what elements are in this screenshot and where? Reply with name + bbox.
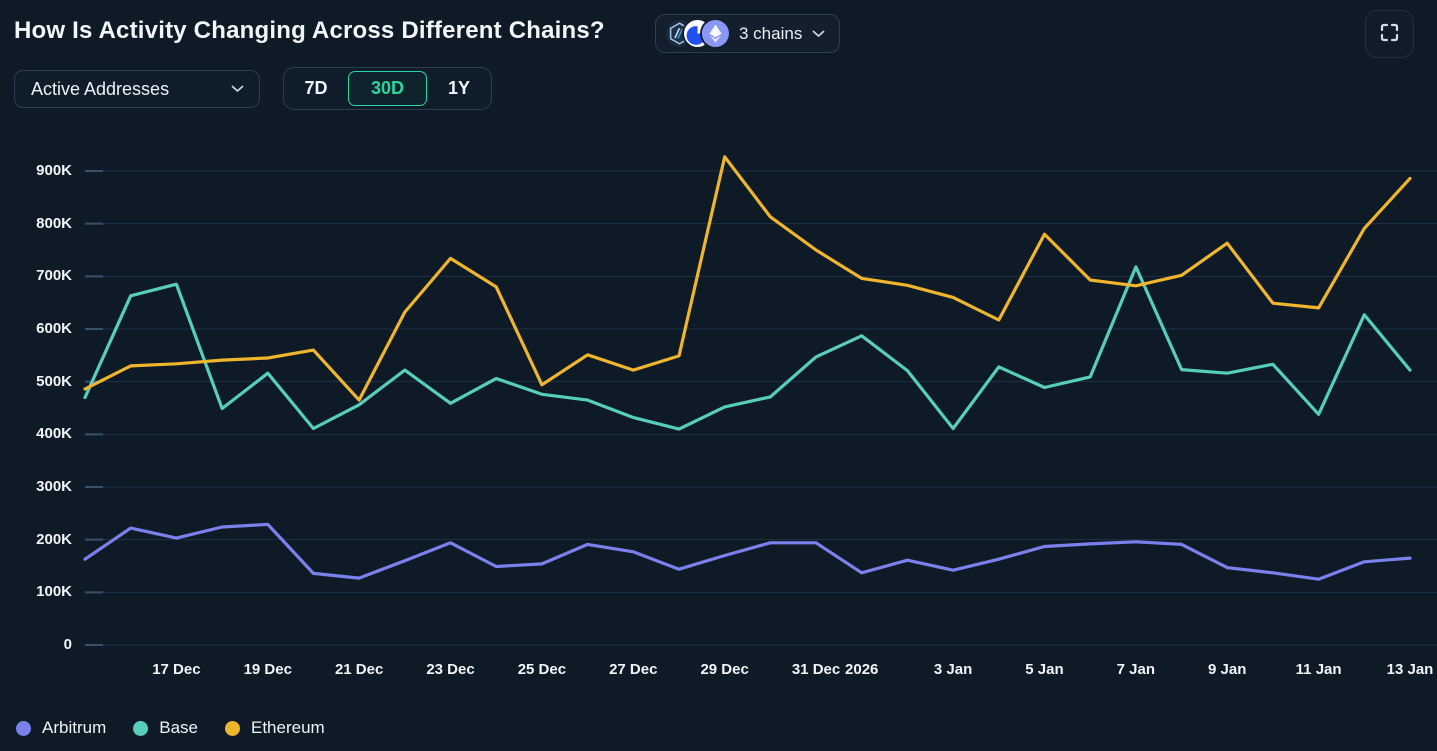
x-axis-label: 19 Dec <box>243 661 292 678</box>
y-axis-label: 300K <box>36 478 72 495</box>
range-button-30d[interactable]: 30D <box>348 71 427 106</box>
y-axis-label: 200K <box>36 530 72 548</box>
y-axis-label: 100K <box>36 583 72 601</box>
metric-dropdown-value: Active Addresses <box>31 78 170 99</box>
x-axis-label: 11 Jan <box>1295 661 1342 678</box>
fullscreen-icon <box>1380 23 1399 45</box>
ethereum-legend-dot <box>224 720 240 736</box>
x-axis-label: 27 Dec <box>609 661 658 678</box>
range-button-1y[interactable]: 1Y <box>427 68 491 109</box>
x-axis-label: 3 Jan <box>933 661 973 678</box>
y-axis-label: 900K <box>36 162 72 179</box>
x-axis-label: 17 Dec <box>152 661 201 678</box>
chevron-down-icon <box>231 85 244 93</box>
x-axis-label: 25 Dec <box>517 661 567 678</box>
arbitrum-legend-dot <box>16 720 31 736</box>
chains-count-label: 3 chains <box>739 23 803 43</box>
x-axis-label: 29 Dec <box>700 661 749 678</box>
y-axis-label: 600K <box>36 320 72 337</box>
legend-label: Ethereum <box>250 718 325 737</box>
metric-dropdown[interactable]: Active Addresses <box>14 70 260 108</box>
time-range-group: 7D 30D 1Y <box>283 67 492 110</box>
y-axis-label: 0 <box>63 636 72 653</box>
y-axis-label: 800K <box>36 214 72 232</box>
x-axis-label: 13 Jan <box>1386 661 1434 678</box>
legend-item-base[interactable]: Base <box>133 718 198 738</box>
series-line-base[interactable] <box>83 265 1412 431</box>
x-axis-label: 5 Jan <box>1025 661 1064 678</box>
x-axis-label: 9 Jan <box>1208 661 1247 678</box>
series-line-ethereum[interactable] <box>83 155 1412 402</box>
range-button-7d[interactable]: 7D <box>284 68 348 109</box>
page-title: How Is Activity Changing Across Differen… <box>14 17 605 44</box>
base-legend-dot <box>133 720 149 736</box>
x-axis-label: 21 Dec <box>334 661 384 678</box>
legend-label: Base <box>159 718 198 737</box>
ethereum-icon <box>702 20 729 47</box>
chevron-down-icon <box>812 30 825 38</box>
y-axis-label: 500K <box>36 372 72 390</box>
chains-selector[interactable]: 3 chains <box>655 14 841 53</box>
legend-item-ethereum[interactable]: Ethereum <box>224 718 325 738</box>
y-axis-label: 700K <box>36 267 72 285</box>
chart-legend: Arbitrum Base Ethereum <box>16 716 325 740</box>
x-axis-label: 7 Jan <box>1116 661 1156 678</box>
y-axis-label: 400K <box>36 425 72 443</box>
series-line-arbitrum[interactable] <box>83 522 1412 581</box>
chain-icon-cluster <box>666 20 729 47</box>
legend-label: Arbitrum <box>42 718 107 737</box>
x-axis-label: 31 Dec <box>791 661 841 678</box>
legend-item-arbitrum[interactable]: Arbitrum <box>16 718 106 738</box>
x-axis-label: 23 Dec <box>426 661 475 678</box>
x-axis-label: 2026 <box>845 661 879 678</box>
fullscreen-button[interactable] <box>1365 10 1414 58</box>
